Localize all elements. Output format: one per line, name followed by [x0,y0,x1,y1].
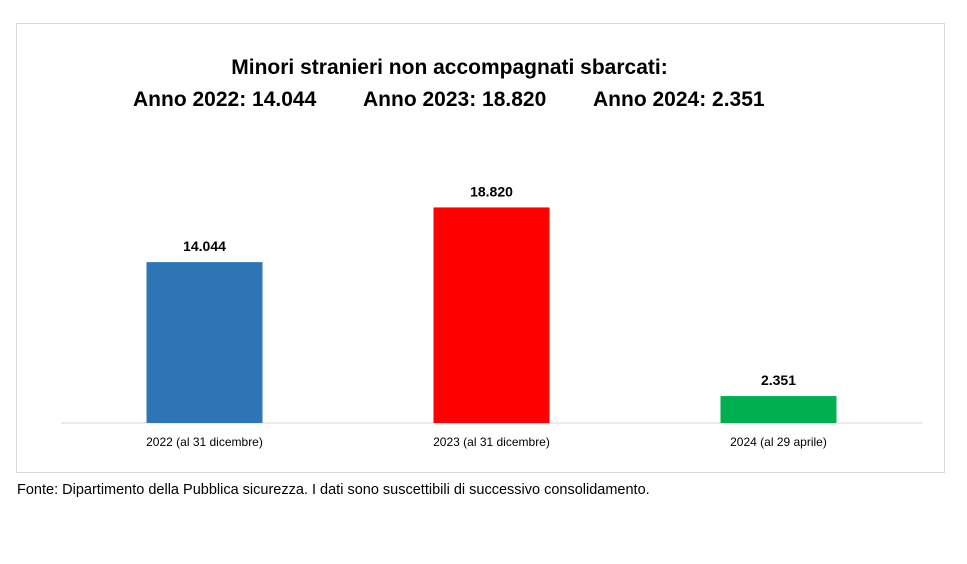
subtitle-2024: Anno 2024: 2.351 [593,88,765,111]
chart-title: Minori stranieri non accompagnati sbarca… [231,56,668,79]
source-footnote: Fonte: Dipartimento della Pubblica sicur… [17,482,650,498]
bar-2 [433,207,550,423]
subtitle-2022: Anno 2022: 14.044 [133,88,317,111]
bar-value-label-2: 18.820 [470,183,513,199]
bar-value-label-1: 14.044 [183,238,226,254]
x-tick-label-2: 2023 (al 31 dicembre) [433,435,550,449]
bar-3 [720,396,837,423]
bar-value-label-3: 2.351 [761,372,796,388]
x-tick-label-1: 2022 (al 31 dicembre) [146,435,263,449]
subtitle-2023: Anno 2023: 18.820 [363,88,547,111]
bar-1 [146,262,263,423]
x-tick-label-3: 2024 (al 29 aprile) [730,435,827,449]
